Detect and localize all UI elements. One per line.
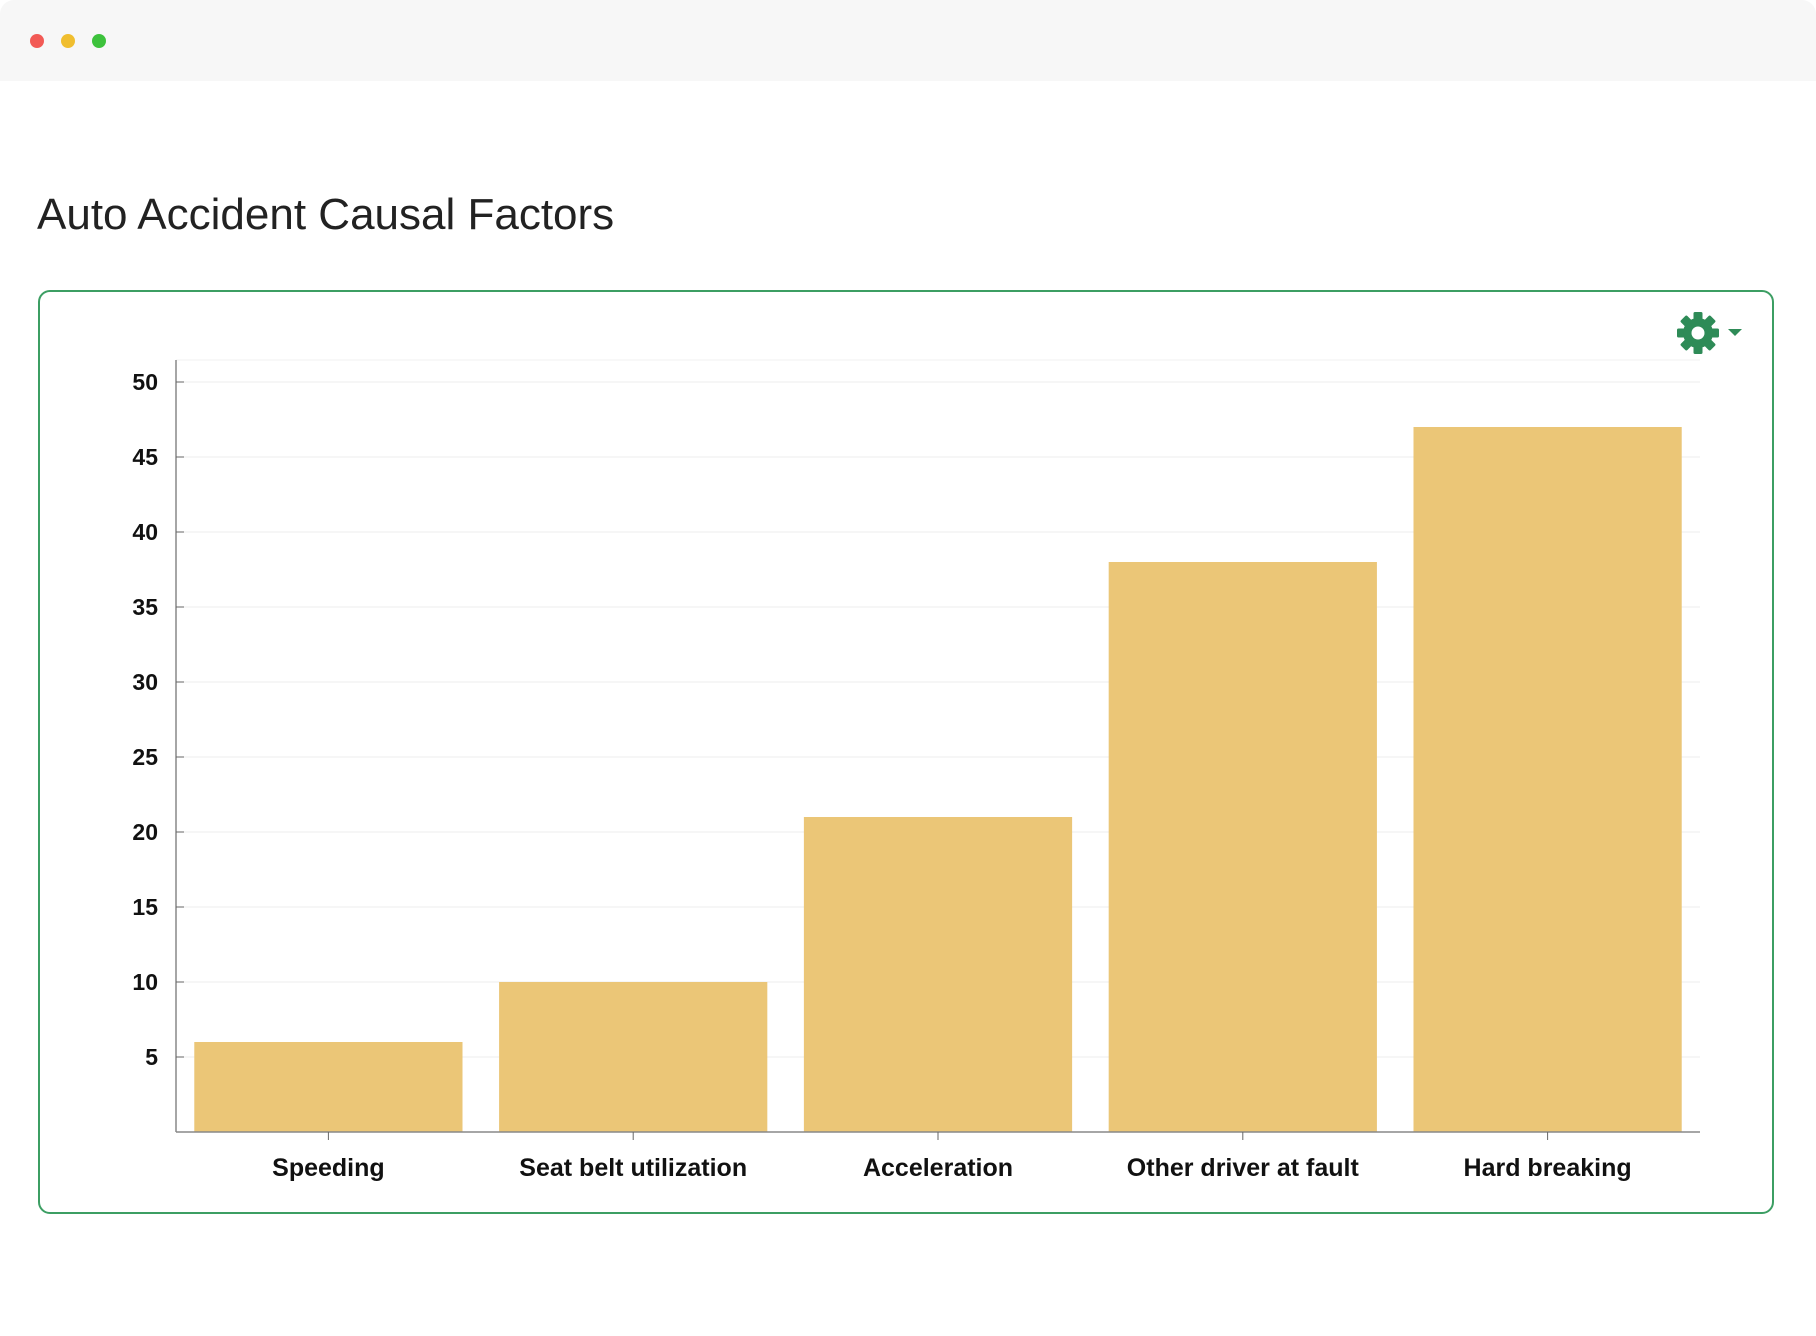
x-tick-label: Seat belt utilization <box>519 1154 747 1182</box>
y-tick-label: 5 <box>145 1044 158 1070</box>
y-tick-label: 30 <box>132 669 158 695</box>
y-tick-label: 45 <box>132 444 158 470</box>
bar-other-driver-at-fault <box>1108 562 1377 1132</box>
y-tick-label: 50 <box>132 369 158 395</box>
bar-speeding <box>194 1042 463 1132</box>
y-tick-label: 25 <box>132 744 158 770</box>
x-axis-ticks: Speeding Seat belt utilization Acceleratio… <box>272 1132 1632 1182</box>
bar-chart: 5 10 15 20 25 30 35 40 45 50 Speeding Seat belt ut… <box>132 359 1700 1182</box>
window-titlebar <box>0 0 1816 81</box>
y-tick-label: 10 <box>132 969 158 995</box>
y-tick-label: 35 <box>132 594 158 620</box>
x-tick-label: Other driver at fault <box>1127 1154 1360 1182</box>
maximize-window-button[interactable] <box>92 34 106 48</box>
y-tick-label: 15 <box>132 894 158 920</box>
bar-acceleration <box>803 817 1073 1132</box>
page-title: Auto Accident Causal Factors <box>37 190 615 239</box>
x-tick-label: Acceleration <box>863 1154 1013 1182</box>
bar-hard-breaking <box>1413 427 1682 1132</box>
y-tick-label: 20 <box>132 819 158 845</box>
caret-down-icon <box>1728 329 1742 336</box>
x-tick-label: Hard breaking <box>1464 1154 1632 1182</box>
chart-settings-button[interactable] <box>1676 308 1748 358</box>
y-tick-label: 40 <box>132 519 158 545</box>
y-axis-ticks: 5 10 15 20 25 30 35 40 45 50 <box>132 369 184 1070</box>
bars <box>194 427 1682 1132</box>
gear-icon <box>1677 312 1719 354</box>
bar-seat-belt-utilization <box>499 982 768 1132</box>
minimize-window-button[interactable] <box>61 34 75 48</box>
close-window-button[interactable] <box>30 34 44 48</box>
x-tick-label: Speeding <box>272 1154 385 1182</box>
chart-card: 5 10 15 20 25 30 35 40 45 50 Speeding Seat belt ut… <box>38 290 1774 1214</box>
